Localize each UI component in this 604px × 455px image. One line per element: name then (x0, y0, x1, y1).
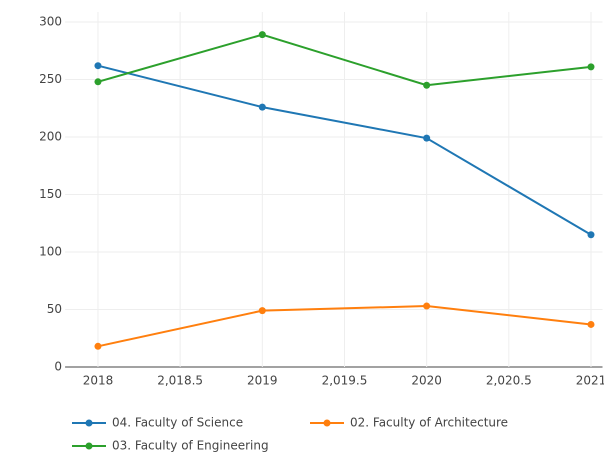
y-tick-label: 100 (39, 245, 62, 259)
legend-label: 02. Faculty of Architecture (350, 416, 508, 430)
point (587, 320, 595, 328)
y-tick-label: 0 (54, 360, 62, 374)
legend-swatch (85, 419, 93, 427)
x-tick-label: 2,020.5 (486, 374, 532, 388)
point (423, 134, 431, 142)
legend-label: 04. Faculty of Science (112, 416, 243, 430)
x-tick-label: 2018 (83, 374, 114, 388)
point (258, 307, 266, 315)
legend-label: 03. Faculty of Engineering (112, 439, 269, 453)
point (587, 63, 595, 71)
x-tick-label: 2,019.5 (322, 374, 368, 388)
point (94, 342, 102, 350)
series-line (97, 64, 592, 236)
point (587, 231, 595, 239)
y-tick-label: 50 (47, 302, 62, 316)
x-tick-label: 2020 (411, 374, 442, 388)
y-tick-label: 150 (39, 187, 62, 201)
y-tick-label: 200 (39, 130, 62, 144)
y-tick-label: 300 (39, 15, 62, 29)
series-line (97, 305, 592, 348)
point (423, 302, 431, 310)
point (423, 81, 431, 89)
point (94, 62, 102, 70)
point (258, 103, 266, 111)
legend-swatch (85, 442, 93, 450)
point (94, 78, 102, 86)
legend-swatch (323, 419, 331, 427)
y-tick-label: 250 (39, 72, 62, 86)
point (258, 31, 266, 39)
series-line (97, 33, 592, 87)
x-tick-label: 2,018.5 (157, 374, 203, 388)
x-tick-label: 2021 (576, 374, 604, 388)
x-tick-label: 2019 (247, 374, 278, 388)
